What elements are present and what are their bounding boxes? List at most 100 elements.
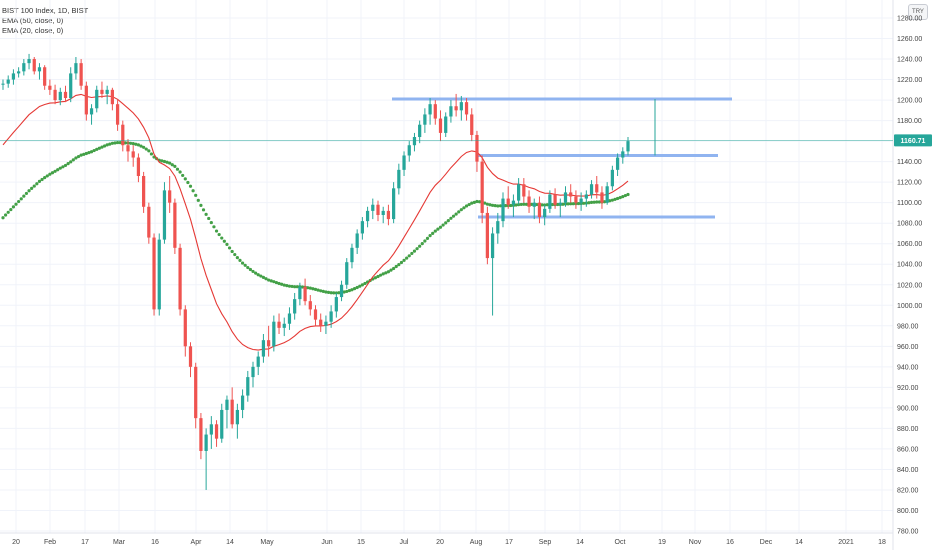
candle-body	[371, 204, 375, 211]
level-lines[interactable]	[392, 97, 732, 219]
candle-body	[110, 89, 114, 105]
candle-body	[548, 194, 552, 209]
ema50-point	[621, 195, 625, 199]
candle-body	[381, 210, 385, 215]
x-tick-label: Mar	[113, 539, 126, 546]
ema50-point	[48, 172, 52, 176]
y-tick-label: 1040.00	[897, 262, 922, 269]
x-tick-label: 20	[436, 539, 444, 546]
last-price-badge	[894, 134, 932, 147]
candle-body	[53, 89, 57, 101]
ema50-point	[431, 231, 435, 235]
candle-body	[392, 188, 396, 220]
legend-symbol[interactable]: BIST 100 Index, 1D, BIST	[2, 6, 89, 15]
ema50-point	[363, 281, 367, 286]
ema50-point	[27, 189, 31, 193]
candle-body	[532, 202, 536, 207]
candle-body	[115, 104, 120, 125]
ema50-point	[381, 272, 385, 276]
y-tick-label: 840.00	[897, 467, 919, 474]
legend-ema50[interactable]: EMA (50, close, 0)	[2, 16, 64, 25]
ema50-point	[19, 197, 23, 201]
ema50-point	[449, 216, 453, 220]
ema50-point	[92, 148, 96, 153]
candle-body	[527, 196, 531, 207]
ema50-point	[477, 200, 482, 204]
ema50-point	[467, 202, 471, 207]
candle-body	[131, 151, 135, 158]
ema50-point	[392, 266, 396, 271]
currency-button[interactable]: TRY	[908, 4, 928, 20]
candle-body	[402, 155, 406, 170]
candle-body	[584, 194, 588, 199]
ema50-point	[196, 198, 200, 202]
ema50-point	[589, 200, 594, 204]
ema50-point	[233, 252, 237, 257]
ema50-point	[428, 234, 432, 238]
x-tick-label: May	[260, 539, 274, 546]
candles	[1, 53, 630, 490]
x-tick-label: 18	[878, 539, 886, 546]
ema50-point	[457, 210, 461, 214]
ema50-point	[97, 146, 101, 150]
ema50-point	[306, 286, 310, 290]
candle-body	[63, 91, 68, 99]
ema50-point	[582, 201, 586, 205]
ema50-point	[199, 203, 203, 207]
candle-body	[204, 434, 208, 451]
candle-body	[214, 424, 219, 439]
ema50-point	[37, 179, 42, 184]
ema50-point	[576, 201, 581, 206]
ema50-point	[454, 212, 458, 216]
y-tick-label: 1140.00	[897, 159, 922, 166]
ema50-point	[235, 256, 239, 260]
ema50-point	[254, 271, 258, 275]
ema50-point	[438, 225, 443, 229]
ema50-point	[95, 147, 99, 151]
legend-ema20[interactable]: EMA (20, close, 0)	[2, 26, 64, 35]
ema50-point	[311, 287, 315, 291]
ema50-point	[69, 160, 73, 164]
y-tick-label: 960.00	[897, 344, 919, 351]
candle-body	[89, 108, 94, 115]
ema50-point	[459, 208, 463, 212]
x-tick-label: 14	[795, 539, 803, 546]
ema50-point	[194, 193, 198, 197]
candle-body	[324, 321, 328, 326]
candle-body	[142, 176, 146, 207]
y-tick-label: 900.00	[897, 405, 919, 412]
ema50-point	[102, 144, 107, 148]
y-tick-label: 1200.00	[897, 98, 922, 105]
ema50-point	[342, 290, 346, 294]
ema50-point	[597, 200, 601, 204]
ema50-point	[321, 289, 325, 293]
y-tick-label: 1020.00	[897, 282, 922, 289]
candle-body	[537, 202, 542, 218]
ema50-point	[63, 163, 68, 168]
ema50-point	[397, 263, 401, 267]
candle-body	[329, 311, 333, 322]
candle-body	[334, 297, 338, 312]
last-price-tag: 1160.71	[0, 134, 932, 147]
y-tick-label: 880.00	[897, 426, 919, 433]
candle-body	[407, 145, 411, 156]
y-tick-label: 820.00	[897, 487, 919, 494]
candle-body	[220, 409, 224, 439]
candle-body	[397, 169, 401, 189]
ema50-point	[267, 278, 271, 282]
ema50-point	[277, 281, 281, 286]
ema50-point	[43, 176, 47, 180]
time-axis[interactable]: 20 Feb 17 Mar 16 Apr 14 May Jun 15 Jul 20 Aug 17 Sep 14…	[0, 532, 893, 546]
price-axis[interactable]: 780.00 800.00 820.00 840.00 860.00 880.00 900.…	[892, 0, 922, 550]
ema50-point	[530, 202, 534, 206]
candle-body	[313, 309, 318, 320]
ema50-point	[282, 283, 286, 287]
y-tick-label: 800.00	[897, 508, 919, 515]
ema50-point	[186, 180, 190, 185]
candle-body	[209, 424, 213, 435]
x-tick-label: Oct	[615, 539, 626, 546]
ema50-point	[623, 193, 627, 198]
candle-body	[194, 366, 198, 419]
ema50-point	[100, 145, 104, 149]
